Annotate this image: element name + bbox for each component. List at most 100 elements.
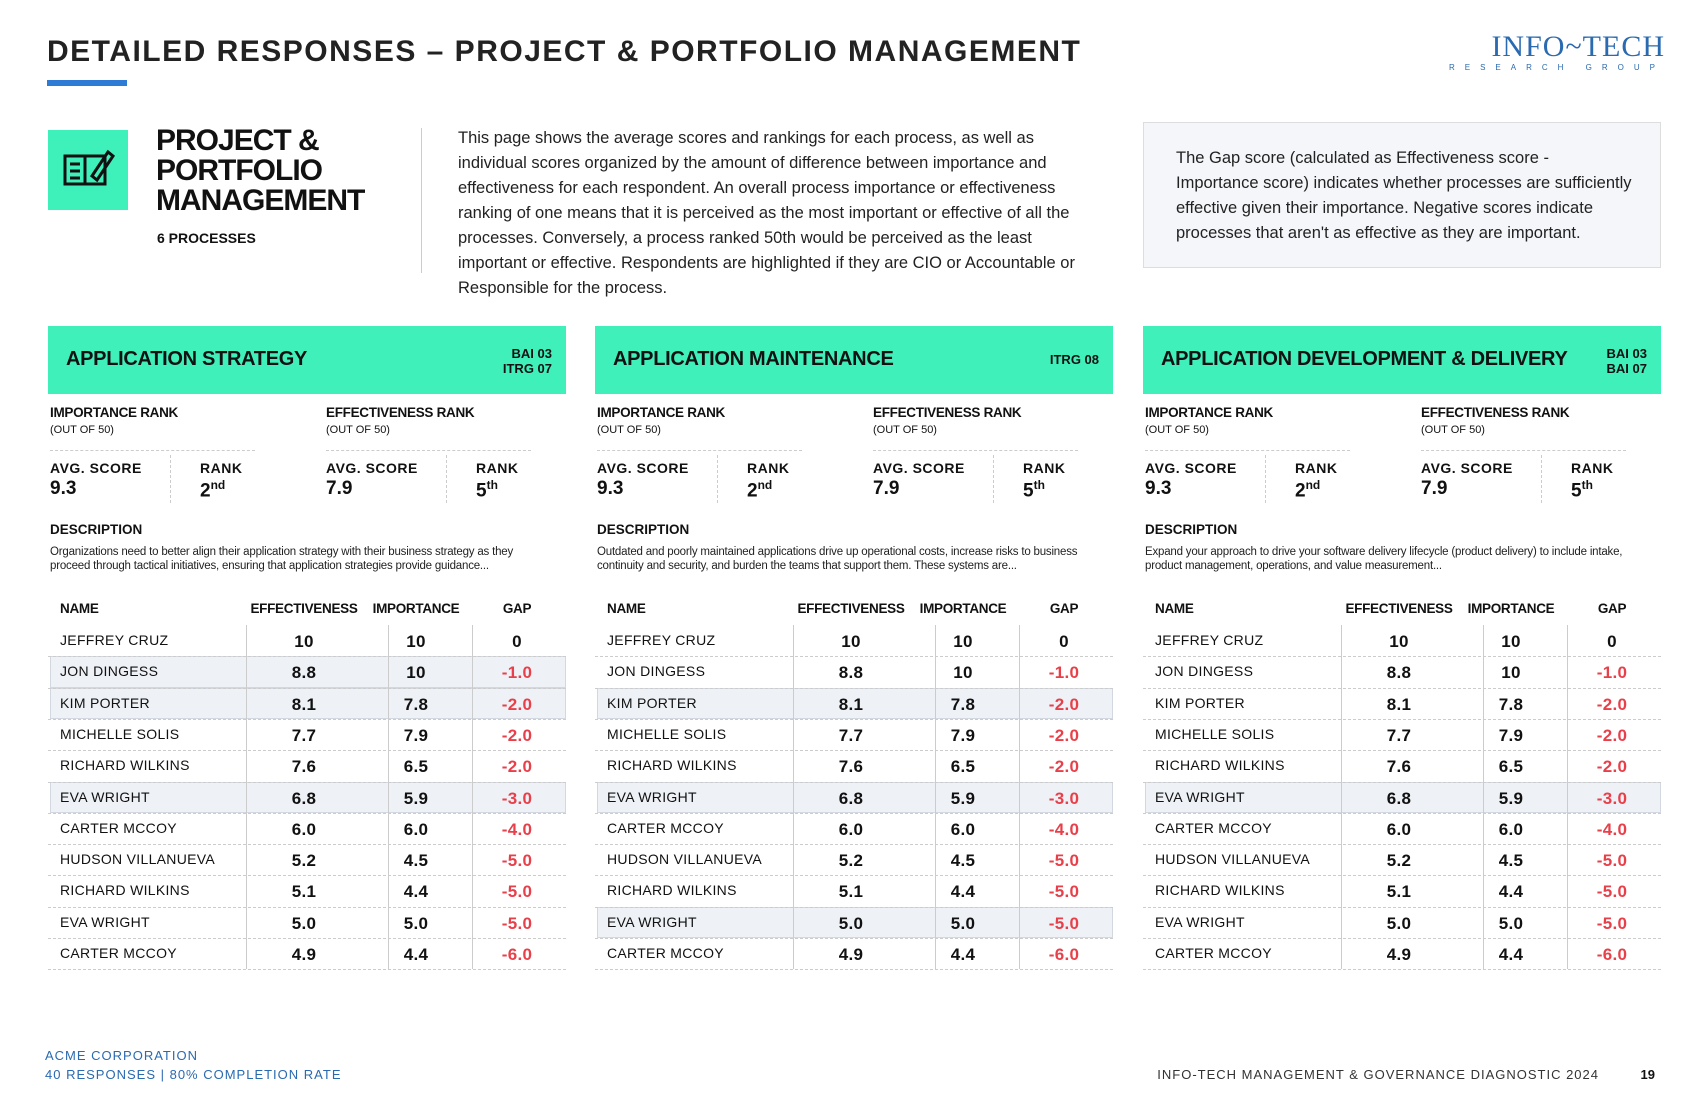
row-divider [1143, 750, 1661, 752]
name-cell: MICHELLE SOLIS [607, 725, 727, 742]
row-divider [48, 844, 566, 846]
score-cell: 4.9 [838, 945, 864, 964]
name-cell: HUDSON VILLANUEVA [607, 851, 762, 868]
name-cell: EVA WRIGHT [1155, 913, 1245, 930]
row-divider [1143, 938, 1661, 939]
column-header: IMPORTANCE [919, 601, 1007, 616]
column-header: GAP [1597, 601, 1627, 616]
row-divider [595, 750, 1113, 752]
score-cell: 5.2 [291, 851, 317, 871]
name-cell: EVA WRIGHT [60, 788, 150, 805]
row-divider [1143, 687, 1661, 689]
row-highlight [597, 687, 1113, 719]
page-number: 19 [1640, 1067, 1655, 1082]
score-cell: 6.0 [1498, 819, 1524, 839]
score-cell: 5.2 [1386, 851, 1412, 871]
score-cell: -5.0 [1048, 913, 1080, 933]
panel-code: ITRG 08 [1049, 352, 1099, 367]
row-divider [1143, 812, 1661, 814]
description: Organizations need to better align their… [50, 546, 514, 572]
panel-codes: BAI 03 BAI 07 [1607, 346, 1647, 376]
score-cell: 0 [512, 632, 522, 651]
panel-title: APPLICATION DEVELOPMENT & DELIVERY [1161, 348, 1568, 370]
panel-code: ITRG 07 [502, 361, 552, 376]
column-divider [1567, 625, 1568, 970]
column-divider [472, 625, 473, 970]
panel-code: BAI 03 [511, 346, 552, 361]
score-cell: -1.0 [501, 663, 533, 683]
row-divider [48, 875, 566, 877]
row-divider [1143, 906, 1661, 908]
score-cell: 10 [406, 632, 426, 651]
name-cell: CARTER MCCOY [1155, 819, 1272, 836]
panel-codes: ITRG 08 [1050, 352, 1099, 367]
row-divider [595, 812, 1113, 814]
rank-sublabel: (OUT OF 50) [1145, 424, 1209, 436]
score-cell: 4.4 [403, 945, 429, 964]
name-cell: RICHARD WILKINS [607, 882, 737, 899]
name-cell: CARTER MCCOY [60, 945, 177, 961]
footer-company: ACME CORPORATION [45, 1048, 198, 1063]
score-cell: 6.5 [1498, 757, 1524, 777]
divider [1265, 455, 1266, 503]
avg-label: AVG. SCORE [50, 460, 142, 476]
row-divider [1143, 781, 1661, 783]
name-cell: EVA WRIGHT [1155, 788, 1245, 805]
divider [170, 455, 171, 503]
row-highlight [597, 906, 1113, 938]
score-cell: 6.8 [1386, 788, 1412, 808]
column-header: EFFECTIVENESS [250, 601, 358, 616]
rank-value: 2nd [1295, 478, 1321, 502]
score-cell: 4.4 [950, 945, 976, 964]
panel-code: BAI 07 [1606, 361, 1647, 376]
row-divider [48, 687, 566, 689]
score-cell: 7.9 [403, 725, 429, 745]
avg-label: AVG. SCORE [1421, 460, 1513, 476]
column-divider [388, 625, 389, 970]
score-cell: 4.4 [1498, 882, 1524, 902]
score-cell: 10 [953, 663, 973, 683]
score-cell: 5.0 [291, 913, 317, 933]
avg-value: 9.3 [597, 478, 624, 499]
score-cell: 6.0 [291, 819, 317, 839]
rank-col-label: RANK [1023, 460, 1066, 476]
column-divider [1483, 625, 1484, 970]
name-cell: RICHARD WILKINS [607, 757, 737, 774]
score-cell: -5.0 [1596, 851, 1628, 871]
score-cell: 10 [1389, 632, 1409, 651]
row-divider [1143, 969, 1661, 971]
divider [993, 455, 994, 503]
panel-header [595, 326, 1113, 394]
divider [597, 450, 802, 451]
score-cell: -2.0 [1596, 694, 1628, 714]
column-header: EFFECTIVENESS [797, 601, 905, 616]
score-cell: 0 [1059, 632, 1069, 651]
row-divider [595, 938, 1113, 939]
score-cell: 10 [1501, 632, 1521, 651]
score-cell: 7.6 [1386, 757, 1412, 777]
divider [446, 455, 447, 503]
score-cell: 6.5 [403, 757, 429, 777]
score-cell: -4.0 [1596, 819, 1628, 839]
rank-label: EFFECTIVENESS RANK [873, 405, 1022, 420]
score-cell: 5.0 [403, 913, 429, 933]
name-cell: EVA WRIGHT [607, 913, 697, 930]
name-cell: RICHARD WILKINS [1155, 757, 1285, 774]
score-cell: 7.9 [1498, 725, 1524, 745]
panel-header [1143, 326, 1661, 394]
score-cell: 8.8 [1386, 663, 1412, 683]
score-cell: 8.8 [291, 663, 317, 683]
score-cell: -2.0 [1596, 725, 1628, 745]
rank-sublabel: (OUT OF 50) [873, 424, 937, 436]
score-cell: 7.6 [838, 757, 864, 777]
score-cell: -2.0 [501, 757, 533, 777]
score-cell: 4.4 [403, 882, 429, 902]
score-cell: 5.0 [838, 913, 864, 933]
column-header: IMPORTANCE [1467, 601, 1555, 616]
score-cell: -6.0 [1596, 945, 1628, 964]
rank-suffix: th [1033, 478, 1045, 492]
score-cell: 4.9 [1386, 945, 1412, 964]
name-cell: RICHARD WILKINS [1155, 882, 1285, 899]
avg-value: 7.9 [326, 478, 353, 499]
